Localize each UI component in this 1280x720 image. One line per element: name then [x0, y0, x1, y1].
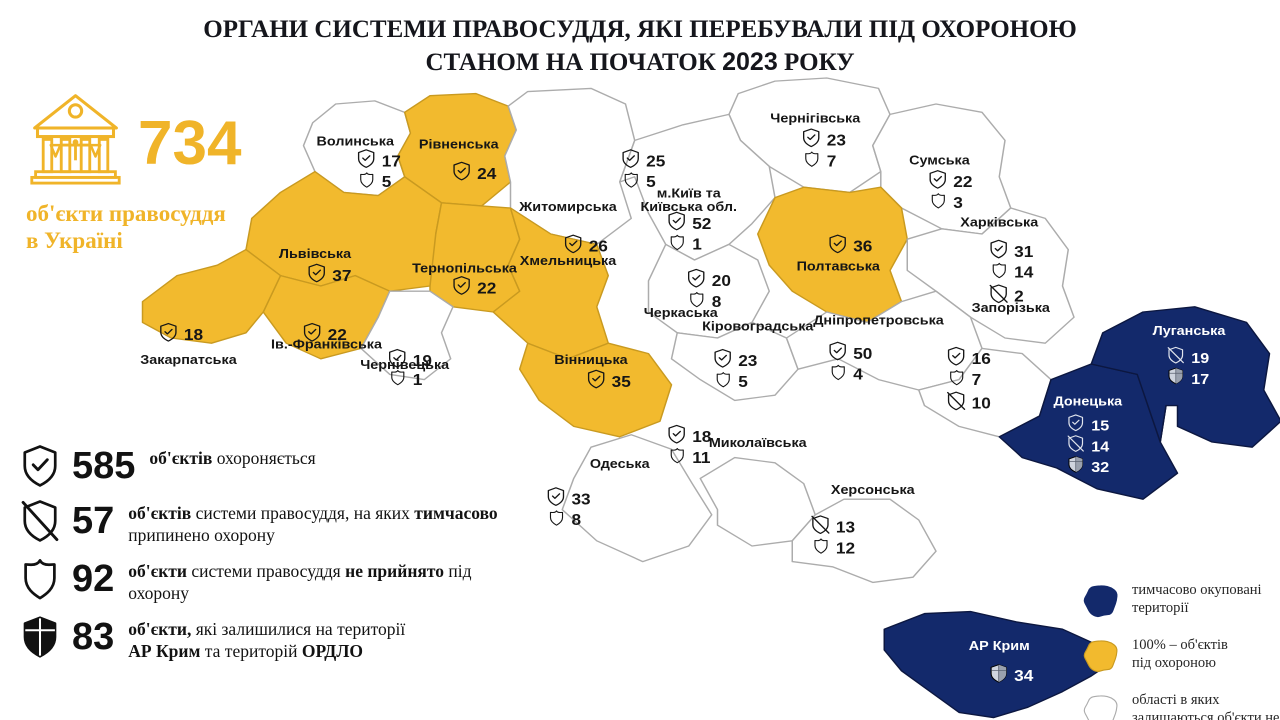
- svg-text:18: 18: [692, 429, 711, 446]
- svg-text:Луганська: Луганська: [1153, 323, 1226, 337]
- svg-text:Полтавська: Полтавська: [797, 259, 881, 273]
- svg-text:5: 5: [646, 174, 656, 191]
- svg-text:22: 22: [953, 174, 972, 191]
- svg-text:50: 50: [853, 346, 872, 363]
- svg-text:Сумська: Сумська: [909, 153, 970, 167]
- svg-text:2: 2: [1014, 288, 1024, 305]
- svg-text:52: 52: [692, 216, 711, 233]
- svg-text:14: 14: [1091, 439, 1109, 455]
- svg-text:Кіровоградська: Кіровоградська: [702, 319, 814, 333]
- svg-text:Волинська: Волинська: [317, 134, 395, 148]
- svg-text:Дніпропетровська: Дніпропетровська: [813, 313, 944, 327]
- svg-text:26: 26: [589, 238, 608, 255]
- svg-text:18: 18: [184, 327, 203, 344]
- svg-text:15: 15: [1091, 418, 1109, 434]
- svg-text:8: 8: [712, 294, 722, 311]
- svg-text:35: 35: [612, 374, 631, 391]
- svg-text:100% – об'єктів: 100% – об'єктів: [1132, 637, 1228, 653]
- svg-text:22: 22: [328, 327, 347, 344]
- svg-text:19: 19: [1191, 351, 1209, 367]
- svg-text:22: 22: [477, 280, 496, 297]
- svg-text:5: 5: [738, 374, 748, 391]
- svg-text:16: 16: [972, 351, 991, 368]
- svg-text:7: 7: [827, 153, 837, 170]
- svg-text:Миколаївська: Миколаївська: [709, 436, 807, 450]
- svg-text:8: 8: [571, 512, 581, 529]
- svg-text:Донецька: Донецька: [1053, 394, 1122, 408]
- svg-text:5: 5: [382, 174, 392, 191]
- svg-text:20: 20: [712, 273, 731, 290]
- svg-text:області в яких: області в яких: [1132, 692, 1220, 708]
- svg-text:1: 1: [692, 236, 702, 253]
- svg-text:Чернігівська: Чернігівська: [770, 111, 860, 125]
- svg-text:10: 10: [972, 395, 991, 412]
- svg-text:залишаються об'єкти не: залишаються об'єкти не: [1132, 710, 1279, 720]
- svg-text:23: 23: [738, 353, 757, 370]
- svg-text:1: 1: [413, 372, 423, 389]
- svg-text:33: 33: [571, 491, 590, 508]
- svg-text:12: 12: [836, 540, 855, 557]
- svg-text:Закарпатська: Закарпатська: [140, 353, 237, 367]
- svg-text:36: 36: [853, 238, 872, 255]
- svg-text:Хмельницька: Хмельницька: [520, 254, 617, 268]
- svg-text:23: 23: [827, 132, 846, 149]
- svg-text:Житомирська: Житомирська: [518, 200, 617, 214]
- svg-text:31: 31: [1014, 244, 1033, 261]
- svg-text:7: 7: [972, 372, 982, 389]
- svg-text:13: 13: [836, 519, 855, 536]
- svg-text:Вінницька: Вінницька: [554, 353, 628, 367]
- svg-text:14: 14: [1014, 264, 1034, 281]
- svg-text:тимчасово окуповані: тимчасово окуповані: [1132, 582, 1262, 598]
- svg-text:Рівненська: Рівненська: [419, 137, 499, 151]
- svg-text:території: території: [1132, 600, 1189, 616]
- svg-text:під охороною: під охороною: [1132, 655, 1216, 671]
- svg-text:Одеська: Одеська: [590, 457, 650, 471]
- svg-text:11: 11: [692, 450, 710, 467]
- svg-text:м.Київ та: м.Київ та: [657, 186, 721, 200]
- svg-text:Львівська: Львівська: [279, 247, 352, 261]
- svg-text:4: 4: [853, 366, 863, 383]
- svg-text:19: 19: [413, 353, 432, 370]
- svg-text:Запорізька: Запорізька: [972, 301, 1051, 315]
- svg-text:34: 34: [1014, 668, 1034, 685]
- svg-text:17: 17: [382, 153, 401, 170]
- svg-text:37: 37: [332, 268, 351, 285]
- svg-text:Харківська: Харківська: [960, 215, 1038, 229]
- svg-text:Херсонська: Херсонська: [831, 483, 915, 497]
- svg-text:3: 3: [953, 195, 963, 212]
- svg-text:Черкаська: Черкаська: [644, 306, 718, 320]
- svg-text:Тернопільська: Тернопільська: [412, 261, 517, 275]
- svg-text:32: 32: [1091, 460, 1109, 476]
- svg-text:24: 24: [477, 166, 497, 183]
- svg-text:АР Крим: АР Крим: [969, 639, 1030, 653]
- svg-text:25: 25: [646, 153, 665, 170]
- svg-text:17: 17: [1191, 371, 1209, 387]
- svg-text:Київська обл.: Київська обл.: [641, 200, 737, 214]
